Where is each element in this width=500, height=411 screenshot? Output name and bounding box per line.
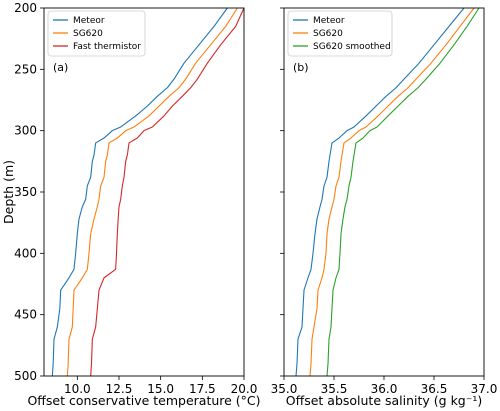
- panel-a: 10.0 12.5 15.0 17.5 20.020025030035040045050…: [1, 1, 261, 408]
- series-line-sg620-smoothed: [327, 8, 479, 376]
- series-line-sg620: [310, 8, 474, 376]
- y-tick-label: 250: [14, 62, 37, 76]
- panel-label: (b): [293, 61, 309, 74]
- x-axis-label: Offset conservative temperature (°C): [27, 393, 260, 408]
- plot-frame: [284, 8, 484, 376]
- y-tick-label: 450: [14, 308, 37, 322]
- legend-label: Meteor: [313, 16, 345, 26]
- legend-label: SG620: [73, 29, 103, 39]
- y-tick-label: 200: [14, 1, 37, 15]
- y-tick-label: 400: [14, 246, 37, 260]
- series-line-meteor: [296, 8, 464, 376]
- legend-label: Meteor: [73, 16, 105, 26]
- legend-label: SG620: [313, 29, 343, 39]
- series-line-meteor: [52, 8, 227, 376]
- y-tick-label: 300: [14, 124, 37, 138]
- series-line-sg620: [67, 8, 237, 376]
- y-tick-label: 350: [14, 185, 37, 199]
- panel-label: (a): [53, 61, 68, 74]
- legend-label: SG620 smoothed: [313, 42, 391, 52]
- x-axis-label: Offset absolute salinity (g kg⁻¹): [286, 393, 482, 408]
- y-axis-label: Depth (m): [1, 160, 16, 224]
- series-line-fast-thermistor: [91, 8, 244, 376]
- y-tick-label: 500: [14, 369, 37, 383]
- plot-frame: [44, 8, 244, 376]
- legend-label: Fast thermistor: [73, 42, 141, 52]
